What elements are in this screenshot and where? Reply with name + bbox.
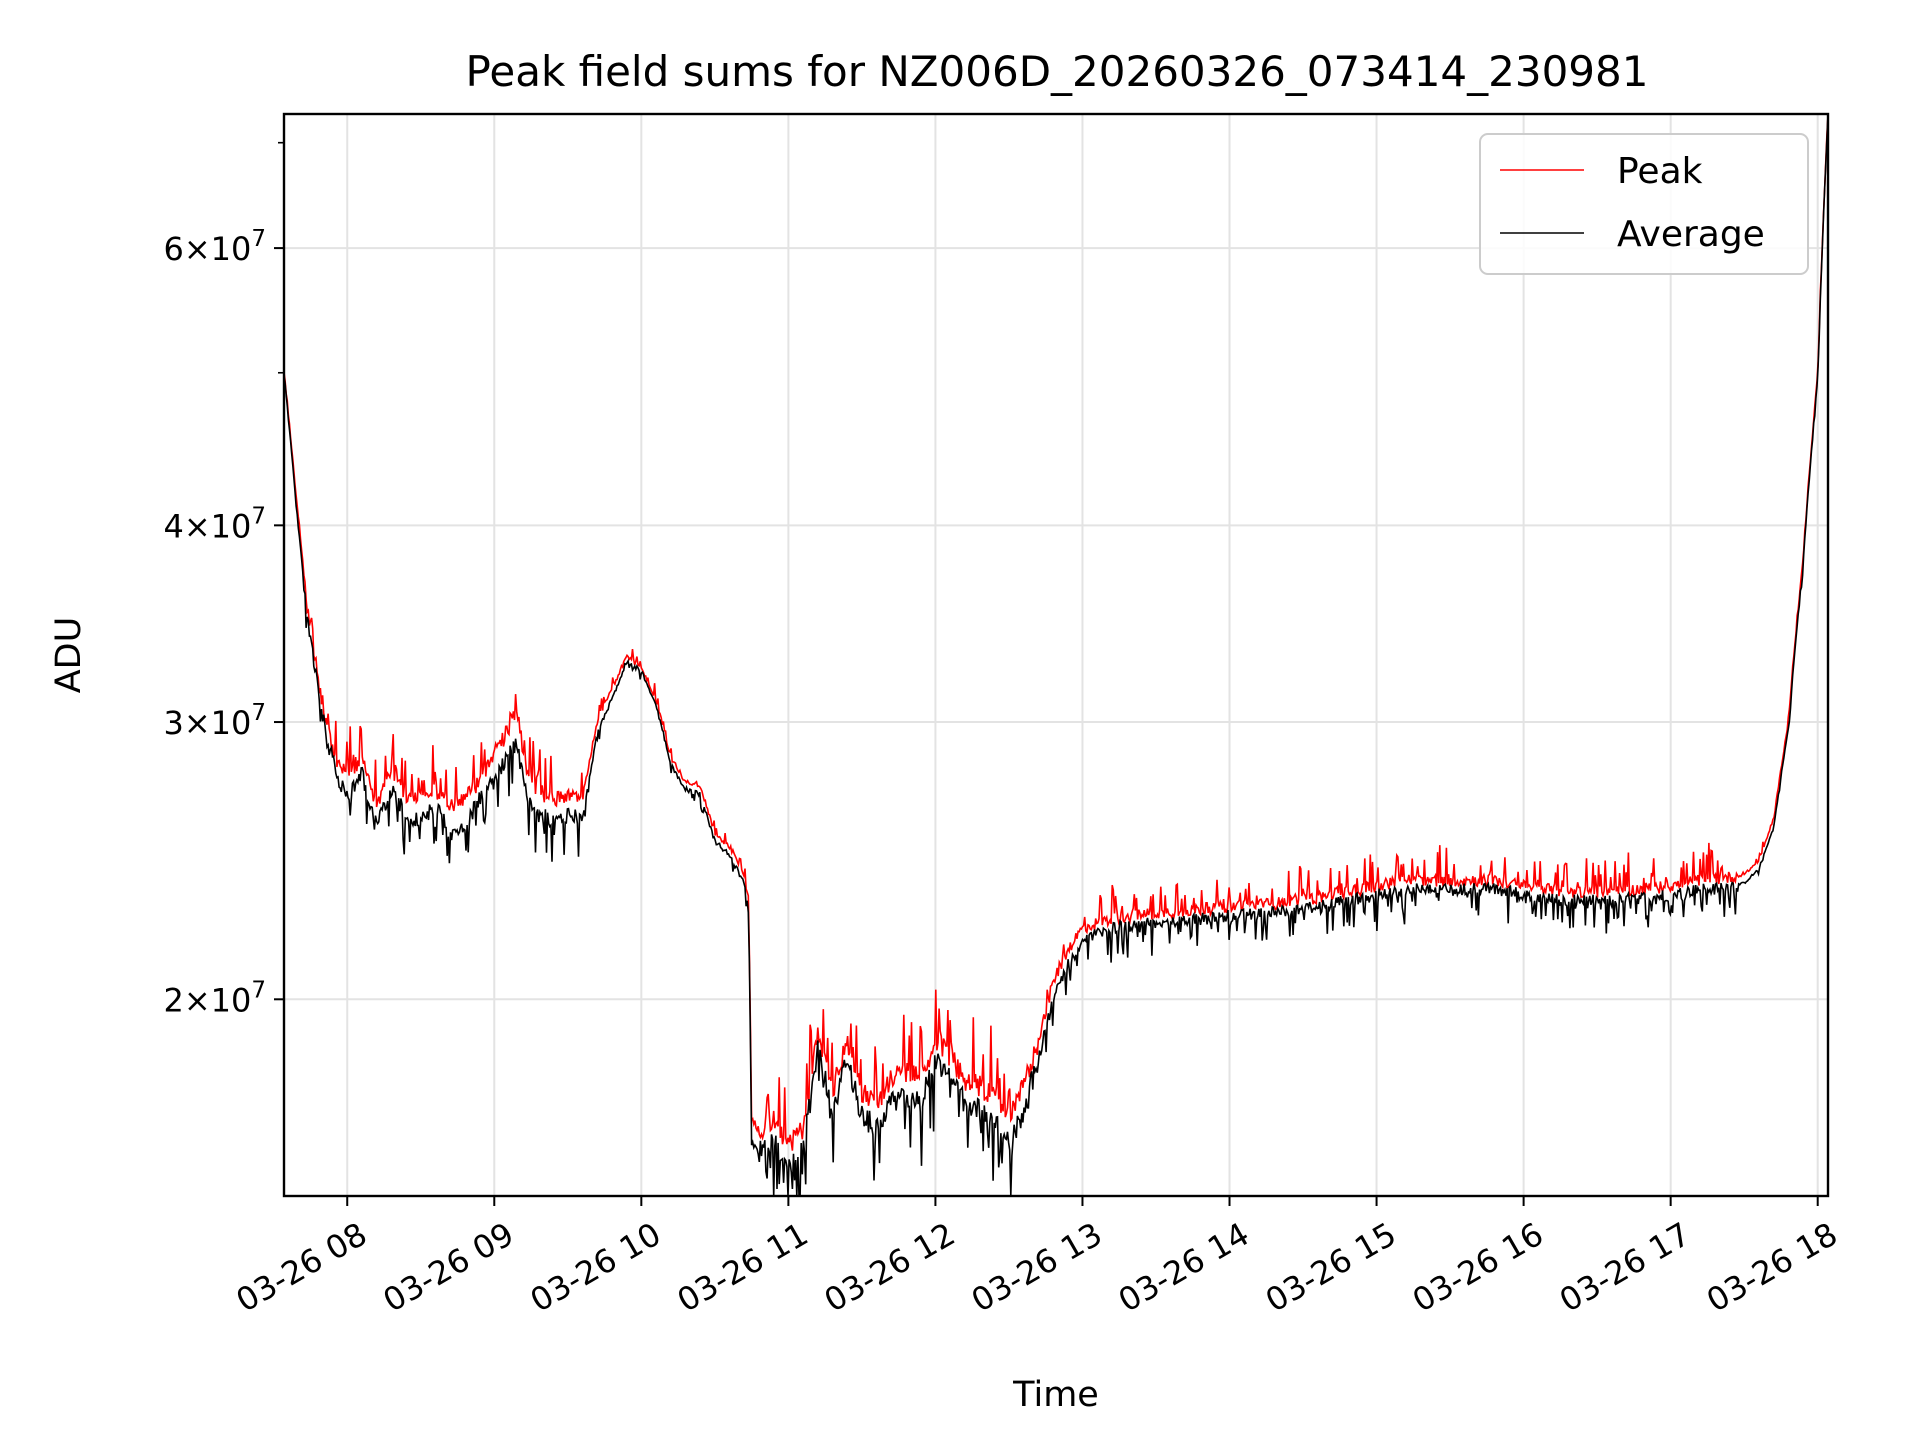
y-tick-base: 10 [211,981,252,1019]
y-tick-base: 10 [211,230,252,268]
y-tick-exponent: 7 [251,226,266,252]
y-tick-mantissa: 6 [163,230,183,268]
series-line-average [283,114,1829,1197]
y-tick-label: 6×107 [163,226,266,268]
legend-label-average: Average [1617,214,1765,255]
y-tick-times: × [184,981,211,1019]
y-tick-exponent: 7 [251,700,266,726]
y-tick-mantissa: 4 [163,507,183,545]
series-line-peak [283,115,1829,1151]
chart-title: Peak field sums for NZ006D_20260326_0734… [466,47,1649,96]
y-tick-base: 10 [211,507,252,545]
legend: Peak Average [1479,133,1809,275]
y-axis-label: ADU [49,617,89,694]
y-tick-label: 3×107 [163,700,266,742]
y-tick-base: 10 [211,704,252,742]
gridlines [284,114,1828,1196]
y-tick-times: × [184,704,211,742]
y-tick-exponent: 7 [251,977,266,1003]
legend-box [1479,133,1809,275]
y-tick-label: 4×107 [163,503,266,545]
x-axis-label: Time [1012,1375,1099,1415]
y-tick-label: 2×107 [163,977,266,1019]
y-tick-mantissa: 3 [163,704,183,742]
legend-label-peak: Peak [1617,151,1703,192]
plot-area-frame [282,112,1830,1198]
y-tick-times: × [184,507,211,545]
y-tick-exponent: 7 [251,503,266,529]
series-lines [283,114,1829,1197]
y-tick-mantissa: 2 [163,981,183,1019]
y-tick-times: × [184,230,211,268]
